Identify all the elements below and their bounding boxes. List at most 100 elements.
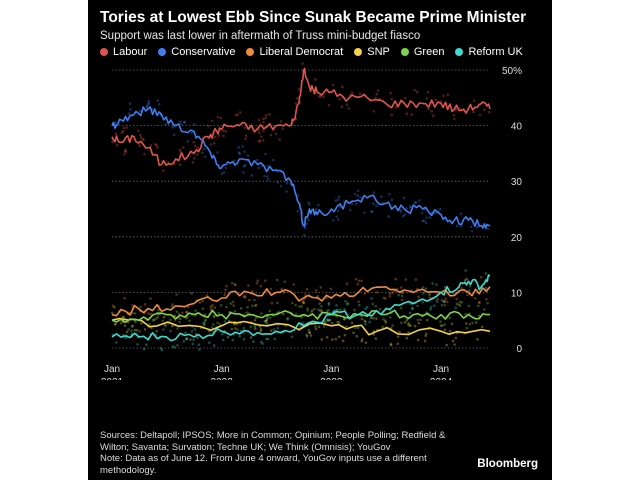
poll-point <box>259 329 263 333</box>
poll-point <box>262 129 265 132</box>
poll-point <box>408 324 411 327</box>
poll-point <box>357 279 361 283</box>
poll-point <box>253 318 257 322</box>
poll-point <box>124 150 128 153</box>
poll-point <box>424 332 428 336</box>
poll-point <box>233 310 237 313</box>
legend-label: Green <box>413 46 445 58</box>
poll-point <box>448 329 452 333</box>
poll-point <box>224 288 227 292</box>
poll-point <box>446 300 449 304</box>
poll-point <box>123 152 126 156</box>
poll-point <box>408 205 412 208</box>
poll-point <box>273 337 277 341</box>
poll-point <box>327 308 330 312</box>
poll-point <box>388 294 392 298</box>
poll-point <box>431 282 434 285</box>
poll-point <box>339 308 342 311</box>
poll-point <box>164 122 168 126</box>
poll-point <box>388 316 392 319</box>
poll-point <box>157 102 161 106</box>
legend-item-labour: Labour <box>100 46 147 58</box>
poll-point <box>300 305 303 308</box>
poll-point <box>123 324 127 327</box>
poll-point <box>125 126 129 129</box>
poll-point <box>264 114 268 117</box>
poll-point <box>290 301 294 305</box>
poll-point <box>185 311 189 314</box>
poll-point <box>269 329 273 332</box>
poll-point <box>327 301 331 305</box>
poll-point <box>244 137 247 141</box>
poll-point <box>448 316 452 320</box>
poll-point <box>464 278 467 281</box>
poll-point <box>407 321 411 325</box>
poll-point <box>147 312 150 315</box>
poll-point <box>389 343 393 347</box>
poll-point <box>198 348 201 351</box>
poll-point <box>435 283 438 286</box>
poll-point <box>244 134 248 138</box>
poll-point <box>410 306 414 310</box>
poll-point <box>334 337 338 341</box>
poll-point <box>142 347 146 351</box>
poll-point <box>487 110 491 114</box>
poll-point <box>185 310 188 314</box>
poll-point <box>348 208 352 212</box>
poll-point <box>155 329 159 333</box>
poll-point <box>320 308 323 312</box>
poll-point <box>239 307 243 310</box>
poll-point <box>196 153 199 156</box>
bloomberg-logo: Bloomberg <box>477 458 538 470</box>
poll-point <box>264 116 267 120</box>
poll-point <box>374 96 377 100</box>
poll-point <box>127 112 131 116</box>
poll-point <box>140 321 143 325</box>
poll-point <box>266 175 269 178</box>
poll-point <box>405 336 409 340</box>
poll-point <box>234 113 238 117</box>
poll-point <box>156 99 159 102</box>
poll-point <box>265 337 268 341</box>
poll-point <box>427 107 431 111</box>
poll-point <box>278 138 281 141</box>
poll-point <box>225 305 228 309</box>
poll-point <box>147 100 150 103</box>
poll-point <box>416 304 419 308</box>
poll-point <box>193 328 197 331</box>
poll-point <box>143 302 147 306</box>
poll-point <box>305 222 309 225</box>
poll-point <box>306 309 309 312</box>
poll-point <box>468 285 472 288</box>
poll-point <box>470 229 474 233</box>
poll-point <box>205 294 209 297</box>
poll-point <box>343 308 346 311</box>
poll-point <box>237 145 240 149</box>
poll-point <box>394 105 398 109</box>
poll-point <box>388 292 392 295</box>
poll-point <box>254 303 258 307</box>
poll-point <box>123 150 127 153</box>
poll-point <box>340 105 344 108</box>
poll-point <box>279 184 283 188</box>
poll-point <box>419 318 422 322</box>
poll-point <box>211 304 214 307</box>
poll-point <box>442 94 445 98</box>
poll-point <box>416 318 420 322</box>
poll-point <box>269 316 272 320</box>
poll-point <box>294 102 298 105</box>
poll-point <box>156 146 159 149</box>
series-line-conservative <box>111 106 491 229</box>
poll-point <box>443 285 447 289</box>
poll-point <box>486 227 489 231</box>
poll-point <box>375 204 378 207</box>
poll-point <box>301 301 305 304</box>
poll-point <box>405 207 409 210</box>
poll-point <box>143 328 147 331</box>
poll-point <box>246 305 249 309</box>
poll-point <box>345 103 349 106</box>
poll-point <box>308 331 312 335</box>
poll-point <box>358 92 362 95</box>
poll-point <box>363 211 366 214</box>
poll-point <box>440 298 444 302</box>
